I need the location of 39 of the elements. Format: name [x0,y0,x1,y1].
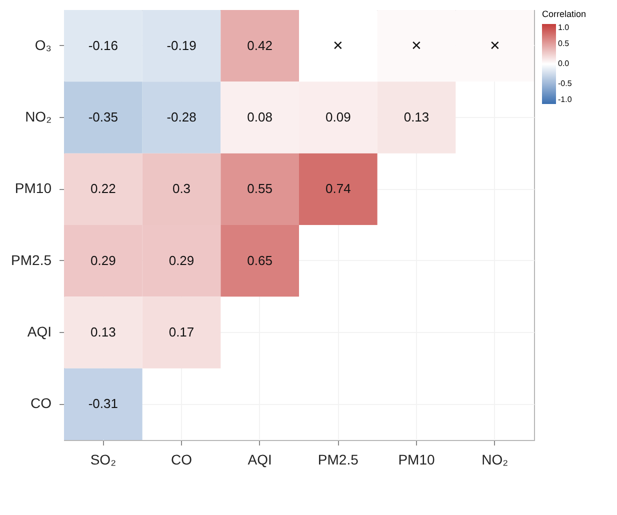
data-label: 0.29 [168,252,194,268]
data-label: 0.17 [168,324,194,340]
data-label: ✕ [489,38,500,53]
data-label: -0.16 [88,38,118,53]
data-label: ✕ [411,38,422,53]
data-label: 0.22 [90,181,116,196]
data-label: 0.65 [247,252,272,268]
x-tick-label: PM10 [398,452,435,468]
color-bar-label: 0.5 [558,39,570,48]
y-tick-label: PM2.5 [11,252,52,268]
data-label: 0.13 [404,110,430,124]
color-bar-label: -1.0 [558,95,572,104]
data-label: 0.08 [247,110,272,124]
data-label: 0.42 [247,38,272,53]
legend-title: Correlation [542,9,586,19]
data-label: -0.19 [166,38,196,53]
data-label: -0.35 [88,110,118,124]
color-bar-label: 0.0 [558,59,570,68]
data-label: 0.29 [90,252,116,268]
data-label: 0.3 [172,181,191,196]
y-tick-label: AQI [27,324,52,340]
y-tick-label: O₃ [34,36,52,53]
data-label: 0.55 [247,181,272,196]
y-tick-label: CO [30,395,52,412]
data-label: 0.13 [90,324,116,340]
y-tick-label: NO₂ [25,108,52,124]
data-label: -0.28 [166,110,196,124]
y-tick-label: PM10 [14,180,52,196]
x-tick-label: PM2.5 [318,452,359,468]
data-label: 0.09 [326,110,351,124]
x-tick-label: AQI [248,452,272,468]
x-tick-label: CO [171,452,192,468]
color-bar-label: 1.0 [558,23,570,32]
data-label: ✕ [332,38,344,53]
x-tick-label: SO₂ [90,452,116,468]
color-bar-label: -0.5 [558,79,572,88]
x-tick-label: NO₂ [482,452,508,468]
data-label: 0.74 [326,181,351,196]
data-label: -0.31 [88,396,118,412]
